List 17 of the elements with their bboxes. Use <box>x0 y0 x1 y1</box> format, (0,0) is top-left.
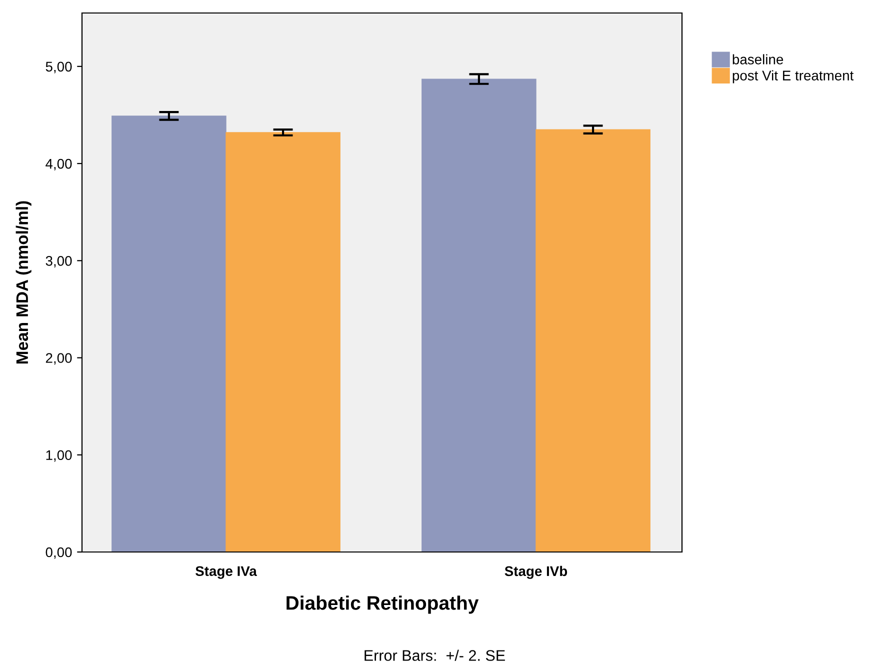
y-tick-label: 1,00 <box>46 450 72 462</box>
text: Error Bars: +/- 2. SE <box>364 650 505 661</box>
y-tick-label: 5,00 <box>46 62 72 74</box>
bar <box>422 78 536 552</box>
bar <box>112 116 226 552</box>
x-axis-title: Diabetic Retinopathy <box>286 596 479 614</box>
legend-label: baseline <box>732 54 784 64</box>
x-tick-label: Stage IVa <box>196 566 257 579</box>
bar <box>226 132 340 552</box>
y-tick-label: 2,00 <box>46 353 72 365</box>
y-tick-label: 4,00 <box>46 158 72 170</box>
legend-label: post Vit E treatment <box>732 70 854 84</box>
bar <box>536 129 650 552</box>
x-tick-label: Stage IVb <box>504 566 568 579</box>
y-tick-label: 0,00 <box>46 547 72 559</box>
y-tick-label: 3,00 <box>46 256 72 268</box>
y-axis-title: Mean MDA (nmol/ml) <box>16 201 32 364</box>
